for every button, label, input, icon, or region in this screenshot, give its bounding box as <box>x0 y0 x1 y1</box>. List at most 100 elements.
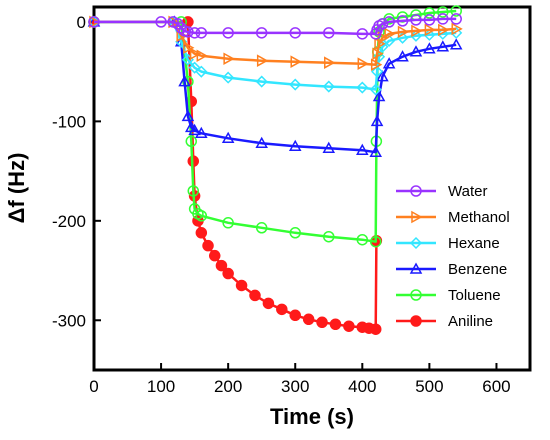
y-axis-title: Δf (Hz) <box>4 153 29 224</box>
legend-marker <box>410 289 422 301</box>
data-point-methanol <box>223 52 235 65</box>
data-point-hexane <box>195 65 208 78</box>
data-point-methanol <box>370 58 383 71</box>
data-point-benzene <box>221 131 235 144</box>
data-point-methanol <box>438 23 450 37</box>
data-point-water <box>396 15 409 27</box>
data-point-water <box>323 27 335 39</box>
data-point-aniline <box>208 249 221 262</box>
legend-label: Hexane <box>448 235 500 252</box>
data-point-water <box>188 27 201 39</box>
legend-item-benzene: Benzene <box>396 261 507 278</box>
data-point-benzene <box>423 42 436 54</box>
legend-marker <box>411 210 423 224</box>
x-axis-title: Time (s) <box>270 404 354 429</box>
data-point-toluene <box>423 7 436 19</box>
data-point-methanol <box>374 37 386 51</box>
data-point-aniline <box>289 309 301 322</box>
data-point-benzene <box>195 126 208 139</box>
data-point-hexane <box>322 80 335 93</box>
data-point-toluene <box>255 222 268 234</box>
data-point-hexane <box>188 61 201 74</box>
legend-item-methanol: Methanol <box>396 209 510 226</box>
data-point-hexane <box>255 75 268 88</box>
y-tick-label: -100 <box>52 112 86 131</box>
data-point-toluene <box>356 233 369 246</box>
series-methanol <box>89 15 463 71</box>
data-point-aniline <box>369 323 382 335</box>
data-point-methanol <box>372 47 384 61</box>
data-point-benzene <box>322 141 336 153</box>
data-point-methanol <box>397 25 410 39</box>
data-point-aniline <box>222 267 234 280</box>
data-point-water <box>423 14 436 26</box>
axis-ticks: 0 100 200 300 400 500 600 0 -100 -200 -300 <box>52 13 511 396</box>
data-point-benzene <box>376 70 389 82</box>
data-point-methanol <box>256 54 269 67</box>
data-point-hexane <box>289 78 302 91</box>
legend-item-water: Water <box>396 183 487 200</box>
data-point-water <box>437 13 449 25</box>
data-point-water <box>376 18 389 30</box>
data-point-toluene <box>195 210 208 222</box>
data-point-benzene <box>372 89 386 102</box>
data-point-aniline <box>276 303 288 316</box>
data-point-aniline <box>249 289 261 302</box>
data-point-water <box>255 27 268 39</box>
data-point-benzene <box>181 109 195 122</box>
x-tick-label: 300 <box>281 377 309 396</box>
data-point-toluene <box>222 217 234 229</box>
data-point-benzene <box>370 114 384 127</box>
data-point-aniline <box>195 227 208 239</box>
data-point-water <box>182 26 194 38</box>
data-point-methanol <box>196 49 208 63</box>
data-point-water <box>356 28 369 40</box>
data-point-toluene <box>289 227 301 239</box>
data-point-methanol <box>411 24 423 38</box>
legend-marker <box>410 185 422 197</box>
data-point-water <box>88 16 100 28</box>
x-tick-label: 400 <box>348 377 376 396</box>
data-point-aniline <box>202 239 214 252</box>
legend-label: Methanol <box>448 209 510 226</box>
data-point-water <box>410 14 422 26</box>
data-point-toluene <box>185 135 198 148</box>
series-line-toluene <box>94 9 457 243</box>
data-point-toluene <box>369 235 382 248</box>
series-layer <box>87 5 463 335</box>
data-point-toluene <box>323 230 335 243</box>
legend-label: Water <box>448 183 487 200</box>
y-tick-label: -200 <box>52 212 86 231</box>
data-point-aniline <box>329 318 342 331</box>
y-tick-label: -300 <box>52 311 86 330</box>
data-point-benzene <box>436 40 450 52</box>
data-point-toluene <box>187 185 200 197</box>
data-point-aniline <box>262 297 275 310</box>
legend-label: Toluene <box>448 287 501 304</box>
data-point-benzene <box>188 123 201 136</box>
data-point-benzene <box>409 45 423 57</box>
x-tick-label: 200 <box>214 377 242 396</box>
legend-marker <box>409 262 423 274</box>
data-point-hexane <box>369 83 382 96</box>
data-point-methanol <box>290 55 302 68</box>
data-point-hexane <box>371 65 384 78</box>
data-point-benzene <box>382 57 396 69</box>
data-point-hexane <box>222 71 235 84</box>
data-point-water <box>289 27 301 39</box>
data-point-methanol <box>324 56 336 69</box>
y-tick-label: 0 <box>77 13 86 32</box>
data-point-benzene <box>369 145 382 157</box>
data-point-water <box>222 27 234 39</box>
legend-label: Benzene <box>448 261 507 278</box>
x-tick-label: 0 <box>89 377 98 396</box>
data-point-hexane <box>356 81 369 94</box>
data-point-benzene <box>255 136 268 148</box>
legend-item-hexane: Hexane <box>396 235 500 252</box>
data-point-aniline <box>316 316 328 329</box>
legend-marker <box>409 236 423 250</box>
data-point-benzene <box>396 50 409 62</box>
data-point-toluene <box>437 6 449 18</box>
data-point-methanol <box>424 23 436 37</box>
